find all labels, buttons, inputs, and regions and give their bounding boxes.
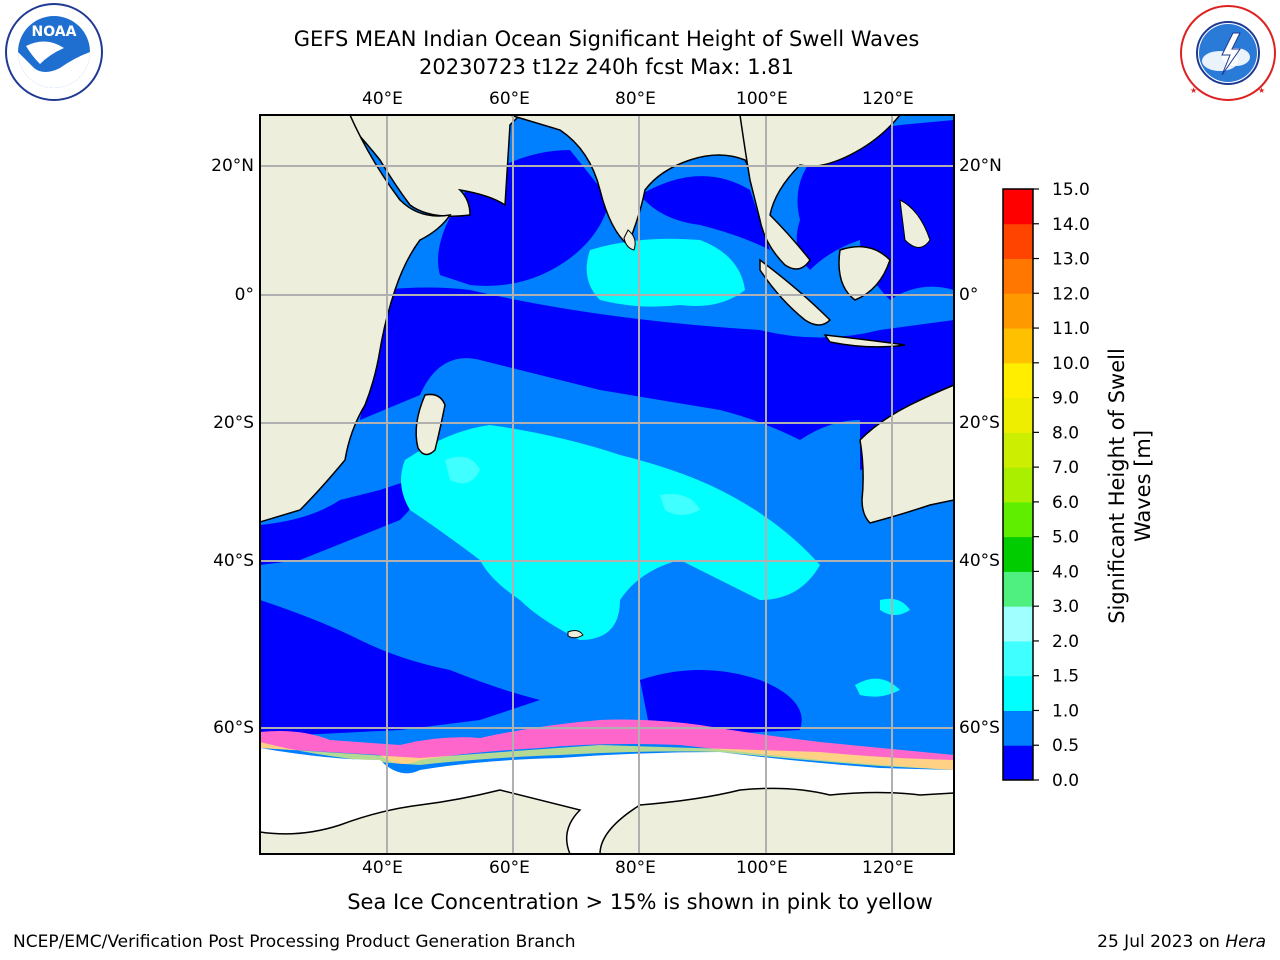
lon-tick-top-40e: 40°E xyxy=(362,89,403,109)
colorbar-bin xyxy=(1003,293,1033,329)
lon-tick-bottom-80e: 80°E xyxy=(615,858,656,878)
colorbar-frame xyxy=(1002,188,1034,781)
chart-title: GEFS MEAN Indian Ocean Significant Heigh… xyxy=(293,27,920,51)
colorbar-bin xyxy=(1003,362,1033,399)
colorbar-tick-label: 0.5 xyxy=(1052,736,1079,756)
swell-band-1.5-2 xyxy=(445,456,700,515)
colorbar-label-line2: Waves [m] xyxy=(1131,430,1155,542)
map-gridlines xyxy=(260,115,954,854)
lat-tick-right-20n: 20°N xyxy=(959,156,1002,176)
lat-tick-left-20n: 20°N xyxy=(211,156,254,176)
lat-tick-left-40s: 40°S xyxy=(213,551,254,571)
colorbar-tick-label: 7.0 xyxy=(1052,458,1079,478)
nws-logo: ★ ★ xyxy=(1178,3,1278,103)
southeast-asia xyxy=(739,115,901,270)
colorbar-bin xyxy=(1003,536,1033,572)
madagascar xyxy=(415,393,446,456)
chart-subtitle: 20230723 t12z 240h fcst Max: 1.81 xyxy=(419,55,794,79)
lat-tick-left-20s: 20°S xyxy=(213,413,254,433)
kerguelen-island xyxy=(567,630,584,639)
colorbar-tick-label: 11.0 xyxy=(1052,319,1090,339)
swell-band-1-1.5 xyxy=(401,238,910,697)
colorbar-ticks: 15.0 14.0 13.0 12.0 11.0 10.0 9.0 8.0 7.0 6.0 5.0 4… xyxy=(1033,180,1090,791)
antarctica-west xyxy=(260,789,582,854)
svg-text:★: ★ xyxy=(1190,86,1197,95)
lat-tick-left-0: 0° xyxy=(234,285,254,305)
colorbar-tick-label: 3.0 xyxy=(1052,597,1079,617)
colorbar-bin xyxy=(1003,571,1033,607)
colorbar-tick-label: 1.0 xyxy=(1052,701,1079,721)
australia xyxy=(859,384,954,524)
lon-tick-bottom-100e: 100°E xyxy=(736,858,788,878)
colorbar-bin xyxy=(1003,467,1033,503)
lon-tick-top-100e: 100°E xyxy=(736,89,788,109)
colorbar-tick-label: 13.0 xyxy=(1052,250,1090,270)
colorbar-bin xyxy=(1003,745,1033,781)
map-frame xyxy=(259,114,955,855)
colorbar-bin xyxy=(1003,501,1033,538)
lon-tick-bottom-120e: 120°E xyxy=(862,858,914,878)
antarctica-east xyxy=(599,787,954,854)
colorbar-bin xyxy=(1003,397,1033,433)
lat-tick-left-60s: 60°S xyxy=(213,718,254,738)
colorbar-tick-label: 15.0 xyxy=(1052,180,1090,200)
lat-tick-right-20s: 20°S xyxy=(959,413,1000,433)
colorbar-tick-label: 12.0 xyxy=(1052,284,1090,304)
colorbar-tick-label: 10.0 xyxy=(1052,354,1090,374)
sea-ice-note: Sea Ice Concentration > 15% is shown in … xyxy=(347,890,933,914)
colorbar-bin xyxy=(1003,432,1033,468)
borneo xyxy=(838,245,891,301)
footer-date: 25 Jul 2023 on xyxy=(1097,932,1226,952)
colorbar-tick-label: 9.0 xyxy=(1052,389,1079,409)
colorbar-tick-label: 0.0 xyxy=(1052,771,1079,791)
colorbar-bin xyxy=(1003,640,1033,677)
colorbar-bin xyxy=(1003,189,1033,225)
colorbar-tick-label: 5.0 xyxy=(1052,528,1079,548)
noaa-logo: NOAA xyxy=(4,2,104,102)
sumatra xyxy=(759,258,832,326)
java xyxy=(823,334,906,348)
footer-right: 25 Jul 2023 on Hera xyxy=(1097,932,1266,952)
footer-left: NCEP/EMC/Verification Post Processing Pr… xyxy=(13,932,576,952)
lat-tick-right-0: 0° xyxy=(959,285,979,305)
sri-lanka xyxy=(623,229,636,251)
philippines xyxy=(899,199,931,248)
colorbar-tick-label: 2.0 xyxy=(1052,632,1079,652)
colorbar-bin xyxy=(1003,606,1033,642)
colorbar-tick-label: 6.0 xyxy=(1052,493,1079,513)
lon-tick-top-80e: 80°E xyxy=(615,89,656,109)
colorbar-bin xyxy=(1003,675,1033,711)
footer-machine: Hera xyxy=(1225,932,1266,952)
colorbar-tick-label: 14.0 xyxy=(1052,215,1090,235)
lon-tick-top-60e: 60°E xyxy=(489,89,530,109)
colorbar xyxy=(1003,189,1033,781)
colorbar-tick-label: 4.0 xyxy=(1052,562,1079,582)
lon-tick-top-120e: 120°E xyxy=(862,89,914,109)
lat-tick-right-40s: 40°S xyxy=(959,551,1000,571)
colorbar-bin xyxy=(1003,328,1033,364)
lon-tick-bottom-40e: 40°E xyxy=(362,858,403,878)
colorbar-bin xyxy=(1003,258,1033,294)
colorbar-tick-label: 1.5 xyxy=(1052,667,1079,687)
colorbar-bin xyxy=(1003,710,1033,746)
colorbar-tick-label: 8.0 xyxy=(1052,423,1079,443)
noaa-logo-text: NOAA xyxy=(32,24,77,40)
sea-ice-yellow xyxy=(260,742,954,770)
lon-tick-bottom-60e: 60°E xyxy=(489,858,530,878)
svg-text:★: ★ xyxy=(1258,86,1265,95)
colorbar-label-line1: Significant Height of Swell xyxy=(1105,348,1129,624)
colorbar-bin xyxy=(1003,223,1033,260)
lat-tick-right-60s: 60°S xyxy=(959,718,1000,738)
africa xyxy=(260,115,452,523)
